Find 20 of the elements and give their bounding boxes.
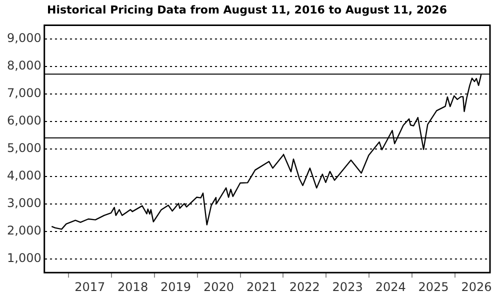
- x-tick-label: 2020: [204, 280, 234, 294]
- y-tick-label: 6,000: [6, 114, 42, 128]
- y-tick-label: 9,000: [6, 31, 42, 46]
- x-tick-label: 2025: [418, 280, 449, 294]
- x-tick-label: 2023: [332, 280, 363, 294]
- y-tick-label: 8,000: [6, 58, 42, 73]
- x-tick-label: 2019: [160, 280, 192, 294]
- y-tick-label: 3,000: [6, 196, 42, 210]
- x-tick-label: 2022: [289, 280, 320, 294]
- x-tick-label: 2024: [375, 280, 406, 294]
- x-tick-label: 2026: [461, 280, 492, 294]
- y-tick-label: 5,000: [6, 141, 42, 156]
- y-tick-label: 2,000: [6, 223, 42, 238]
- x-tick-label: 2021: [246, 280, 277, 294]
- y-tick-label: 4,000: [6, 168, 42, 183]
- y-tick-label: 7,000: [6, 86, 42, 100]
- x-tick-label: 2017: [74, 280, 106, 294]
- y-tick-label: 1,000: [6, 250, 42, 265]
- chart-title: Historical Pricing Data from August 11, 2016 to August 11, 2026: [47, 3, 448, 16]
- x-tick-label: 2018: [118, 280, 148, 294]
